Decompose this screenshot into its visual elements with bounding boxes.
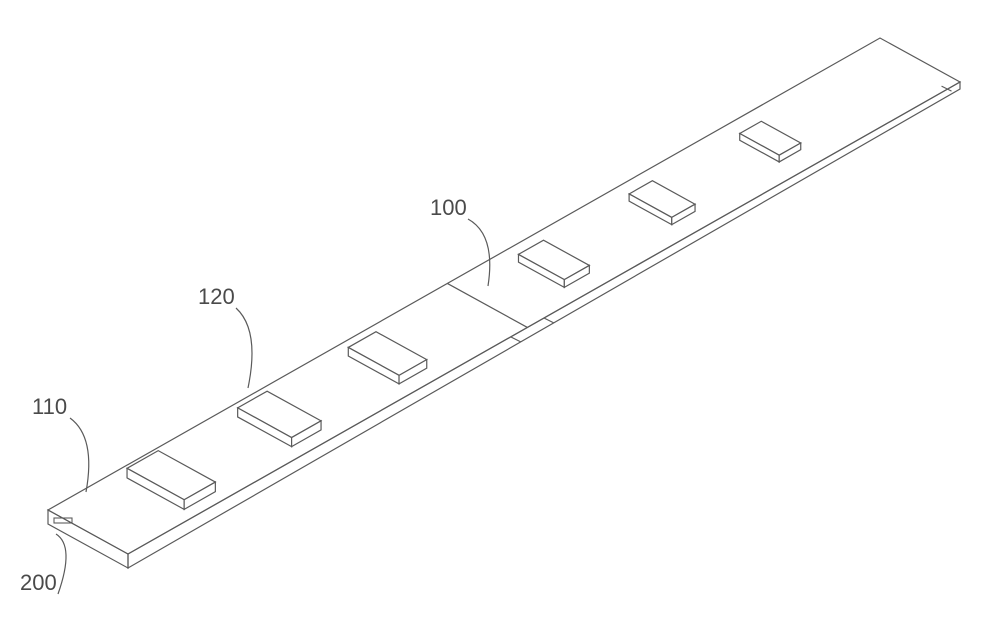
chip-3 [348, 332, 426, 384]
chip-4 [518, 240, 589, 287]
callout-110: 110 [32, 394, 89, 492]
chip-2 [238, 391, 321, 446]
label-text-200: 200 [20, 570, 57, 595]
callout-120: 120 [198, 284, 252, 388]
strip-right-face [128, 82, 960, 568]
strip-mid-joint [447, 283, 527, 327]
label-text-110: 110 [32, 394, 67, 419]
callout-100: 100 [430, 195, 490, 286]
callout-200: 200 [20, 534, 66, 595]
chip-1 [127, 451, 215, 510]
chip-6 [740, 121, 801, 162]
label-text-120: 120 [198, 284, 235, 309]
chip-5 [629, 181, 695, 225]
strip-front-face [48, 510, 128, 568]
label-text-100: 100 [430, 195, 467, 220]
